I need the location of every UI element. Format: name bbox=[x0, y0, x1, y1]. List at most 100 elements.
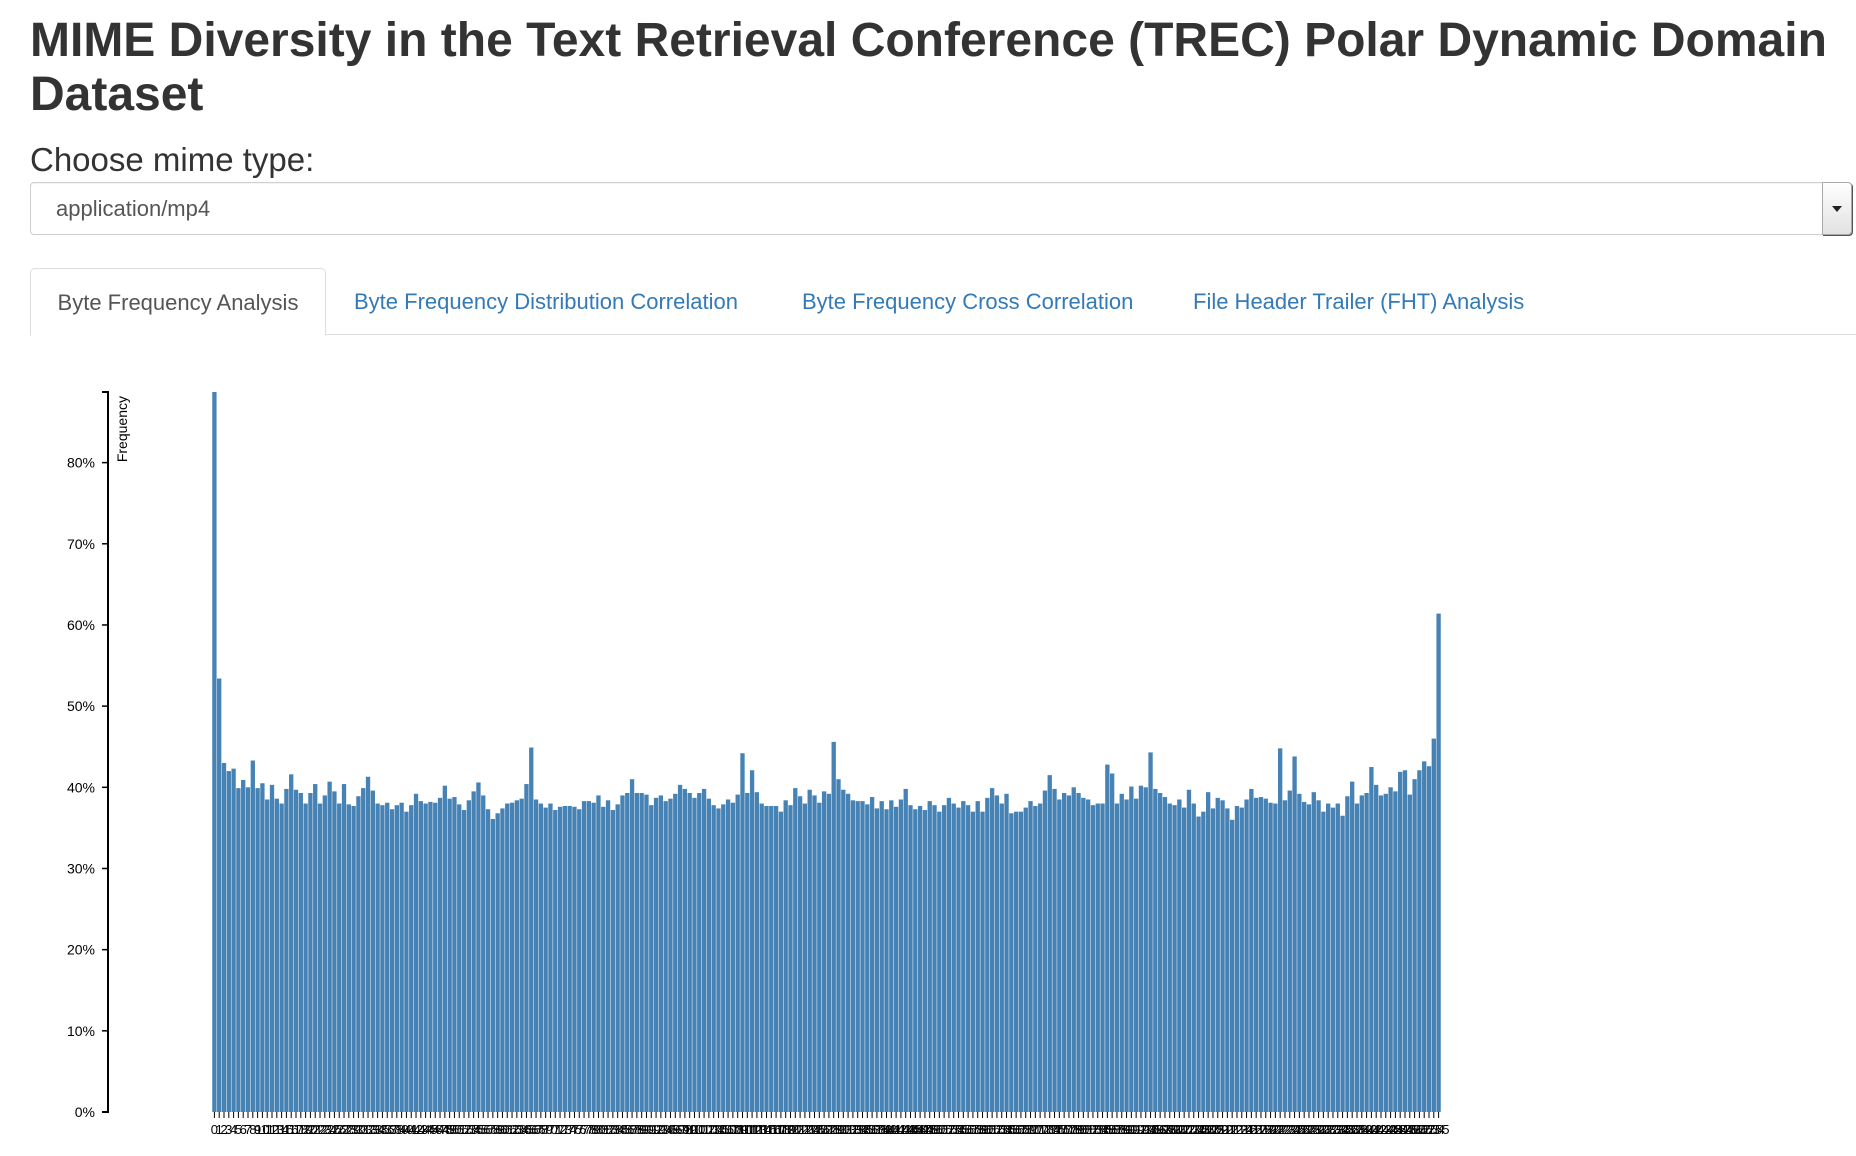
x-tick-label: 245 bbox=[1380, 1122, 1402, 1137]
y-tick-label: 50% bbox=[67, 698, 95, 714]
tab-byte-frequency-cross-correlation[interactable]: Byte Frequency Cross Correlation bbox=[802, 289, 1134, 314]
x-tick-label: 153 bbox=[938, 1122, 960, 1137]
x-tick-label: 170 bbox=[1020, 1122, 1042, 1137]
x-tick-label: 128 bbox=[818, 1122, 840, 1137]
x-tick-label: 125 bbox=[804, 1122, 826, 1137]
bar bbox=[212, 392, 217, 1112]
bar bbox=[937, 811, 942, 1112]
bar bbox=[673, 793, 678, 1112]
x-tick-label: 176 bbox=[1048, 1122, 1070, 1137]
bar bbox=[951, 803, 956, 1112]
x-tick-label: 98 bbox=[678, 1122, 692, 1137]
x-tick-label: 239 bbox=[1351, 1122, 1373, 1137]
bar bbox=[260, 783, 265, 1112]
x-tick-label: 136 bbox=[856, 1122, 878, 1137]
bar bbox=[572, 806, 577, 1112]
x-tick-label: 164 bbox=[991, 1122, 1013, 1137]
x-tick-label: 123 bbox=[794, 1122, 816, 1137]
bar bbox=[505, 803, 510, 1112]
x-tick-label: 114 bbox=[751, 1122, 772, 1137]
x-tick-label: 205 bbox=[1188, 1122, 1210, 1137]
bar bbox=[581, 801, 587, 1112]
bar bbox=[601, 806, 606, 1112]
x-tick-label: 13 bbox=[270, 1122, 284, 1137]
bar bbox=[1282, 800, 1288, 1112]
bar bbox=[1321, 811, 1326, 1112]
bar bbox=[1172, 805, 1177, 1112]
tab-byte-frequency-analysis[interactable]: Byte Frequency Analysis bbox=[30, 268, 326, 336]
bar bbox=[274, 798, 279, 1112]
tab-byte-frequency-distribution-correlation[interactable]: Byte Frequency Distribution Correlation bbox=[354, 289, 738, 314]
bar bbox=[423, 803, 428, 1112]
x-tick-label: 184 bbox=[1087, 1122, 1109, 1137]
bar bbox=[735, 794, 740, 1112]
x-tick-label: 41 bbox=[404, 1122, 418, 1137]
bar bbox=[490, 818, 496, 1112]
x-tick-label: 151 bbox=[928, 1122, 950, 1137]
bar bbox=[1369, 767, 1374, 1112]
bar bbox=[351, 805, 356, 1112]
x-tick-label: 202 bbox=[1173, 1122, 1195, 1137]
x-tick-label: 144 bbox=[895, 1122, 917, 1137]
x-tick-label: 119 bbox=[775, 1122, 796, 1137]
x-tick-label: 132 bbox=[837, 1122, 859, 1137]
mime-type-select[interactable]: application/mp4 bbox=[30, 182, 1852, 235]
x-tick-label: 207 bbox=[1197, 1122, 1219, 1137]
bar bbox=[1364, 792, 1369, 1112]
x-tick-label: 210 bbox=[1212, 1122, 1234, 1137]
x-tick-label: 59 bbox=[490, 1122, 504, 1137]
bar bbox=[677, 784, 683, 1112]
x-tick-label: 112 bbox=[742, 1122, 763, 1137]
x-tick-label: 99 bbox=[682, 1122, 696, 1137]
x-tick-label: 219 bbox=[1255, 1122, 1277, 1137]
bar bbox=[241, 780, 246, 1112]
bar bbox=[941, 805, 947, 1112]
bar bbox=[543, 807, 548, 1112]
byte-frequency-chart-svg: 0%10%20%30%40%50%60%70%80%Frequency 0123… bbox=[67, 391, 1449, 1137]
y-tick-label: 10% bbox=[67, 1023, 95, 1039]
bar bbox=[1273, 803, 1278, 1112]
x-tick-label: 143 bbox=[890, 1122, 912, 1137]
x-tick-label: 196 bbox=[1144, 1122, 1166, 1137]
bar bbox=[221, 762, 227, 1112]
bar bbox=[514, 800, 520, 1112]
x-tick-label: 137 bbox=[861, 1122, 883, 1137]
x-tick-label: 51 bbox=[452, 1122, 466, 1137]
x-tick-label: 220 bbox=[1260, 1122, 1282, 1137]
bar bbox=[586, 801, 592, 1112]
bar bbox=[629, 779, 635, 1112]
bar bbox=[1009, 813, 1014, 1112]
bar bbox=[1157, 792, 1163, 1112]
x-tick-label: 22 bbox=[313, 1122, 327, 1137]
bar bbox=[1047, 775, 1052, 1112]
bars bbox=[212, 392, 1441, 1112]
bar bbox=[841, 789, 846, 1112]
bar bbox=[466, 800, 471, 1112]
bar bbox=[932, 805, 937, 1112]
bar bbox=[245, 787, 251, 1112]
bar bbox=[1033, 805, 1038, 1112]
tab-file-header-trailer-analysis[interactable]: File Header Trailer (FHT) Analysis bbox=[1193, 289, 1525, 314]
x-tick-label: 11 bbox=[260, 1122, 274, 1137]
bar bbox=[1335, 803, 1340, 1112]
x-tick-label: 64 bbox=[514, 1122, 528, 1137]
chevron-down-icon[interactable] bbox=[1822, 182, 1852, 235]
x-tick-label: 150 bbox=[924, 1122, 946, 1137]
bar bbox=[793, 788, 798, 1112]
bar bbox=[265, 799, 270, 1112]
bar bbox=[865, 804, 870, 1112]
x-tick-label: 232 bbox=[1317, 1122, 1339, 1137]
x-tick-label: 165 bbox=[996, 1122, 1018, 1137]
x-tick-label: 29 bbox=[346, 1122, 360, 1137]
bar bbox=[1230, 819, 1235, 1112]
x-tick-label: 221 bbox=[1265, 1122, 1287, 1137]
bar bbox=[1100, 803, 1105, 1112]
y-tick-label: 80% bbox=[67, 455, 95, 471]
bar bbox=[625, 792, 630, 1112]
bar bbox=[404, 811, 409, 1112]
bar bbox=[1254, 797, 1259, 1112]
x-tick-label: 66 bbox=[524, 1122, 538, 1137]
x-tick-label: 49 bbox=[442, 1122, 456, 1137]
x-tick-label: 188 bbox=[1106, 1122, 1128, 1137]
